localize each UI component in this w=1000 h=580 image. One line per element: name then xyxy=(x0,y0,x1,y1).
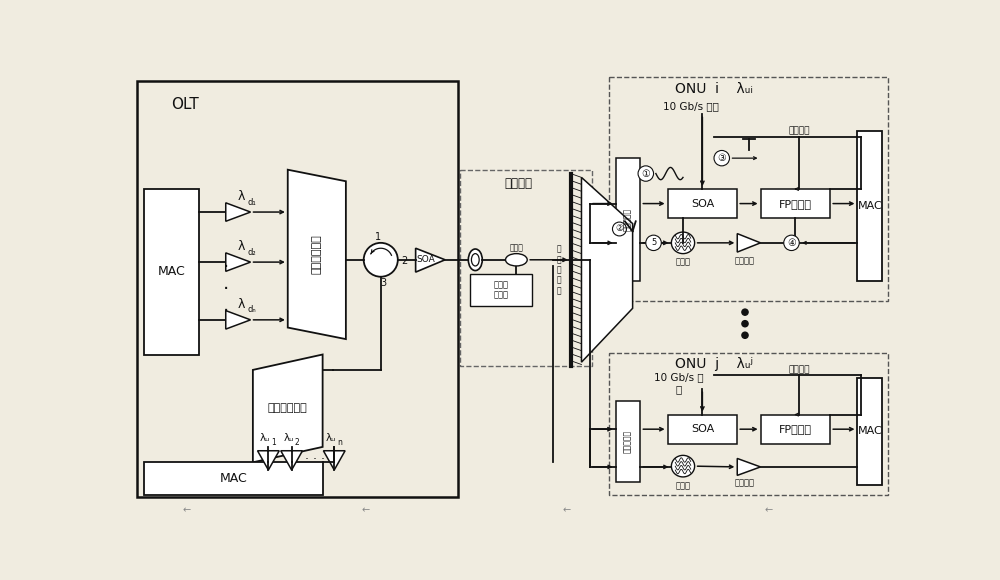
Circle shape xyxy=(742,332,748,338)
Circle shape xyxy=(714,150,730,166)
Circle shape xyxy=(364,243,398,277)
Bar xyxy=(609,353,888,495)
Text: MAC: MAC xyxy=(857,201,882,211)
Text: ·
·
·: · · · xyxy=(223,258,229,321)
Text: d₂: d₂ xyxy=(247,248,256,256)
Text: ←: ← xyxy=(361,505,369,515)
Polygon shape xyxy=(737,458,761,476)
Text: 滤波器: 滤波器 xyxy=(676,481,690,490)
Text: ←: ← xyxy=(183,505,191,515)
Text: 1: 1 xyxy=(375,231,381,242)
Text: MAC: MAC xyxy=(158,265,185,278)
Bar xyxy=(460,170,592,366)
Bar xyxy=(144,462,323,495)
Polygon shape xyxy=(253,354,323,462)
Text: SOA: SOA xyxy=(691,424,714,434)
Circle shape xyxy=(784,235,799,251)
Polygon shape xyxy=(226,253,251,271)
Text: MAC: MAC xyxy=(220,472,247,485)
Polygon shape xyxy=(281,451,302,470)
Text: λ: λ xyxy=(238,298,245,311)
Text: 1: 1 xyxy=(271,438,276,447)
Text: 法担某
设备线: 法担某 设备线 xyxy=(493,280,508,299)
Text: SOA: SOA xyxy=(416,255,435,264)
Text: n: n xyxy=(337,438,342,447)
Text: 3: 3 xyxy=(381,278,387,288)
Text: ②: ② xyxy=(615,224,624,234)
Text: 偶压调谐: 偶压调谐 xyxy=(788,126,810,136)
Text: ④: ④ xyxy=(787,238,796,248)
Ellipse shape xyxy=(468,249,482,270)
Polygon shape xyxy=(258,451,279,470)
Polygon shape xyxy=(323,451,345,470)
Text: 波
分
复
用
器: 波 分 复 用 器 xyxy=(557,245,561,295)
Text: 阵列波导光栀: 阵列波导光栀 xyxy=(268,404,308,414)
Text: ONU  i    λᵤᵢ: ONU i λᵤᵢ xyxy=(675,82,753,96)
Text: 偶压调谐: 偶压调谐 xyxy=(788,365,810,375)
Bar xyxy=(616,158,640,281)
Text: 远程节点: 远程节点 xyxy=(505,177,533,190)
Ellipse shape xyxy=(671,232,695,253)
Text: 2: 2 xyxy=(295,438,299,447)
Text: SOA: SOA xyxy=(691,198,714,209)
Ellipse shape xyxy=(671,455,695,477)
Text: · · ·: · · · xyxy=(305,454,325,466)
Text: 滤波器: 滤波器 xyxy=(676,258,690,267)
Text: λᵤ: λᵤ xyxy=(326,433,336,443)
Polygon shape xyxy=(288,170,346,339)
Polygon shape xyxy=(226,203,251,222)
Text: ←: ← xyxy=(764,505,772,515)
Text: 据: 据 xyxy=(676,384,682,394)
Text: λ: λ xyxy=(238,240,245,253)
Ellipse shape xyxy=(471,253,479,266)
Bar xyxy=(857,378,882,485)
Text: 波分复用器: 波分复用器 xyxy=(623,430,632,453)
Circle shape xyxy=(612,222,626,236)
Text: 10 Gb/s 数: 10 Gb/s 数 xyxy=(654,372,704,383)
Text: ①: ① xyxy=(641,169,650,179)
Text: 波分复用器: 波分复用器 xyxy=(623,208,632,231)
Text: 光模收机: 光模收机 xyxy=(735,478,755,488)
Bar xyxy=(761,415,830,444)
Text: 5: 5 xyxy=(651,238,656,247)
Ellipse shape xyxy=(506,253,527,266)
Text: 耦合器: 耦合器 xyxy=(509,243,523,252)
Text: MAC: MAC xyxy=(857,426,882,437)
Text: 阵列波导光栀: 阵列波导光栀 xyxy=(311,234,321,274)
Circle shape xyxy=(646,235,661,251)
Bar xyxy=(761,189,830,218)
Bar xyxy=(616,401,640,481)
Text: ←: ← xyxy=(563,505,571,515)
Text: FP激光器: FP激光器 xyxy=(779,424,812,434)
Text: ③: ③ xyxy=(717,153,726,163)
Bar xyxy=(668,415,737,444)
Bar xyxy=(137,81,458,497)
Polygon shape xyxy=(416,248,445,272)
Polygon shape xyxy=(226,311,251,329)
Bar xyxy=(144,189,199,354)
Bar xyxy=(668,189,737,218)
Polygon shape xyxy=(737,234,761,252)
Text: ONU  j    λᵤʲ: ONU j λᵤʲ xyxy=(675,357,753,371)
Circle shape xyxy=(742,321,748,327)
Circle shape xyxy=(638,166,654,181)
Text: FP激光器: FP激光器 xyxy=(779,198,812,209)
Polygon shape xyxy=(581,177,633,362)
Text: dₙ: dₙ xyxy=(247,305,256,314)
Text: λᵤ: λᵤ xyxy=(260,433,270,443)
Text: 10 Gb/s 数据: 10 Gb/s 数据 xyxy=(663,101,719,111)
Text: d₁: d₁ xyxy=(247,198,256,206)
Text: λᵤ: λᵤ xyxy=(283,433,294,443)
Bar xyxy=(609,77,888,300)
Bar xyxy=(470,274,532,306)
Text: OLT: OLT xyxy=(172,96,199,111)
Text: 2: 2 xyxy=(401,256,407,266)
Circle shape xyxy=(742,309,748,315)
Bar xyxy=(857,131,882,281)
Text: 光模收机: 光模收机 xyxy=(735,256,755,265)
Text: λ: λ xyxy=(238,190,245,203)
